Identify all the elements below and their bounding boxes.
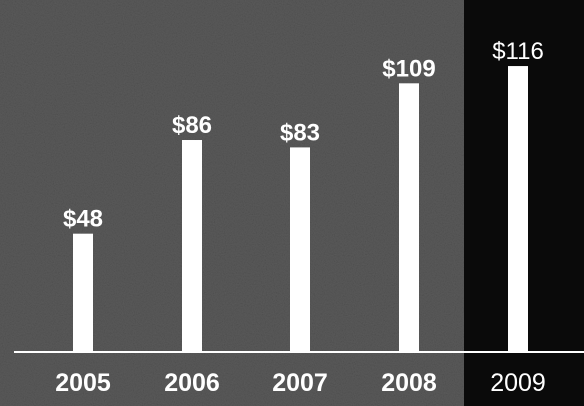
bar-2009 (508, 66, 528, 352)
data-label-2009: $116 (492, 38, 544, 65)
data-label-2005: $48 (63, 206, 103, 233)
bar-2005 (73, 233, 93, 352)
bar-2007 (290, 147, 310, 352)
x-tick-label-2009: 2009 (490, 369, 546, 397)
x-tick-label-2006: 2006 (164, 369, 220, 397)
x-tick-label-2005: 2005 (55, 369, 111, 397)
x-tick-label-2008: 2008 (381, 369, 437, 397)
bar-2006 (182, 140, 202, 352)
x-tick-label-2007: 2007 (272, 369, 328, 397)
bar-2008 (399, 83, 419, 352)
data-label-2008: $109 (382, 55, 435, 82)
x-tick-labels: 2005 2006 2007 2008 2009 (55, 369, 546, 397)
bars-group: $48 $86 $83 $109 $116 (63, 38, 544, 352)
data-label-2006: $86 (172, 112, 212, 139)
data-label-2007: $83 (280, 119, 320, 146)
